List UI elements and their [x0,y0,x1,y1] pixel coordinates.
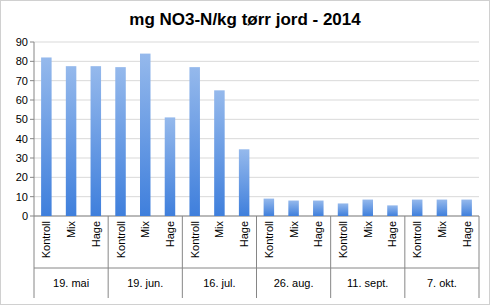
group-label: 19. jun. [127,277,163,289]
bar [437,200,448,216]
bar [115,67,126,216]
category-label: Kontroll [189,221,201,258]
bar [91,66,102,216]
bar [214,90,225,216]
bars [41,54,472,216]
y-tick [30,100,34,101]
y-tick [30,177,34,178]
bar [387,205,398,216]
y-tick [30,61,34,62]
category-label: Hage [164,221,176,247]
group-label: 26. aug. [274,277,314,289]
category-label: Hage [90,221,102,247]
group-label: 11. sept. [347,277,388,289]
bar [165,117,176,216]
y-tick-label: 90 [16,36,28,48]
group-label: 19. mai [53,277,89,289]
y-tick [30,196,34,197]
y-tick [30,138,34,139]
category-label: Hage [238,221,250,247]
grid-line [34,42,479,43]
category-label: Mix [65,221,77,239]
y-tick [30,216,34,217]
category-label: Mix [436,221,448,239]
category-label: Kontroll [40,221,52,258]
bar [239,149,250,216]
y-tick [30,80,34,81]
group-separator [34,216,35,298]
y-tick-label: 40 [16,133,28,145]
y-tick-label: 80 [16,55,28,67]
group-divider [34,268,479,269]
bar [313,201,324,216]
category-label: Mix [362,221,374,239]
group-label: 16. jul. [203,277,235,289]
bar [461,200,472,216]
grid-line [34,61,479,62]
bar [140,54,151,216]
category-label: Kontroll [337,221,349,258]
group-separator [330,216,331,298]
y-tick-label: 10 [16,191,28,203]
category-label: Kontroll [263,221,275,258]
y-tick [30,158,34,159]
y-tick-label: 70 [16,75,28,87]
y-tick-label: 50 [16,113,28,125]
category-label: Mix [213,221,225,239]
group-separator [108,216,109,298]
category-label: Hage [312,221,324,247]
bar [288,201,299,216]
y-tick-label: 30 [16,152,28,164]
category-label: Hage [386,221,398,247]
chart-border [1,1,490,305]
category-label: Hage [461,221,473,247]
title: mg NO3-N/kg tørr jord - 2014 [129,10,361,29]
group-label: 7. okt. [427,277,457,289]
bar [412,200,423,216]
bar [264,199,275,216]
y-tick-label: 0 [22,210,28,222]
bar [41,57,52,216]
y-axis [34,42,35,216]
y-tick-label: 20 [16,171,28,183]
group-separator [479,216,480,298]
group-separator [404,216,405,298]
category-label: Mix [288,221,300,239]
chart: mg NO3-N/kg tørr jord - 2014 0 10 20 30 40 50 6… [0,0,490,305]
bar [66,66,77,216]
bar [189,67,200,216]
category-label: Kontroll [115,221,127,258]
y-tick-label: 60 [16,94,28,106]
y-tick [30,119,34,120]
group-separator [256,216,257,298]
bar [338,203,349,216]
y-tick [30,42,34,43]
bar [363,200,374,216]
category-label: Kontroll [411,221,423,258]
group-separator [182,216,183,298]
category-label: Mix [139,221,151,239]
